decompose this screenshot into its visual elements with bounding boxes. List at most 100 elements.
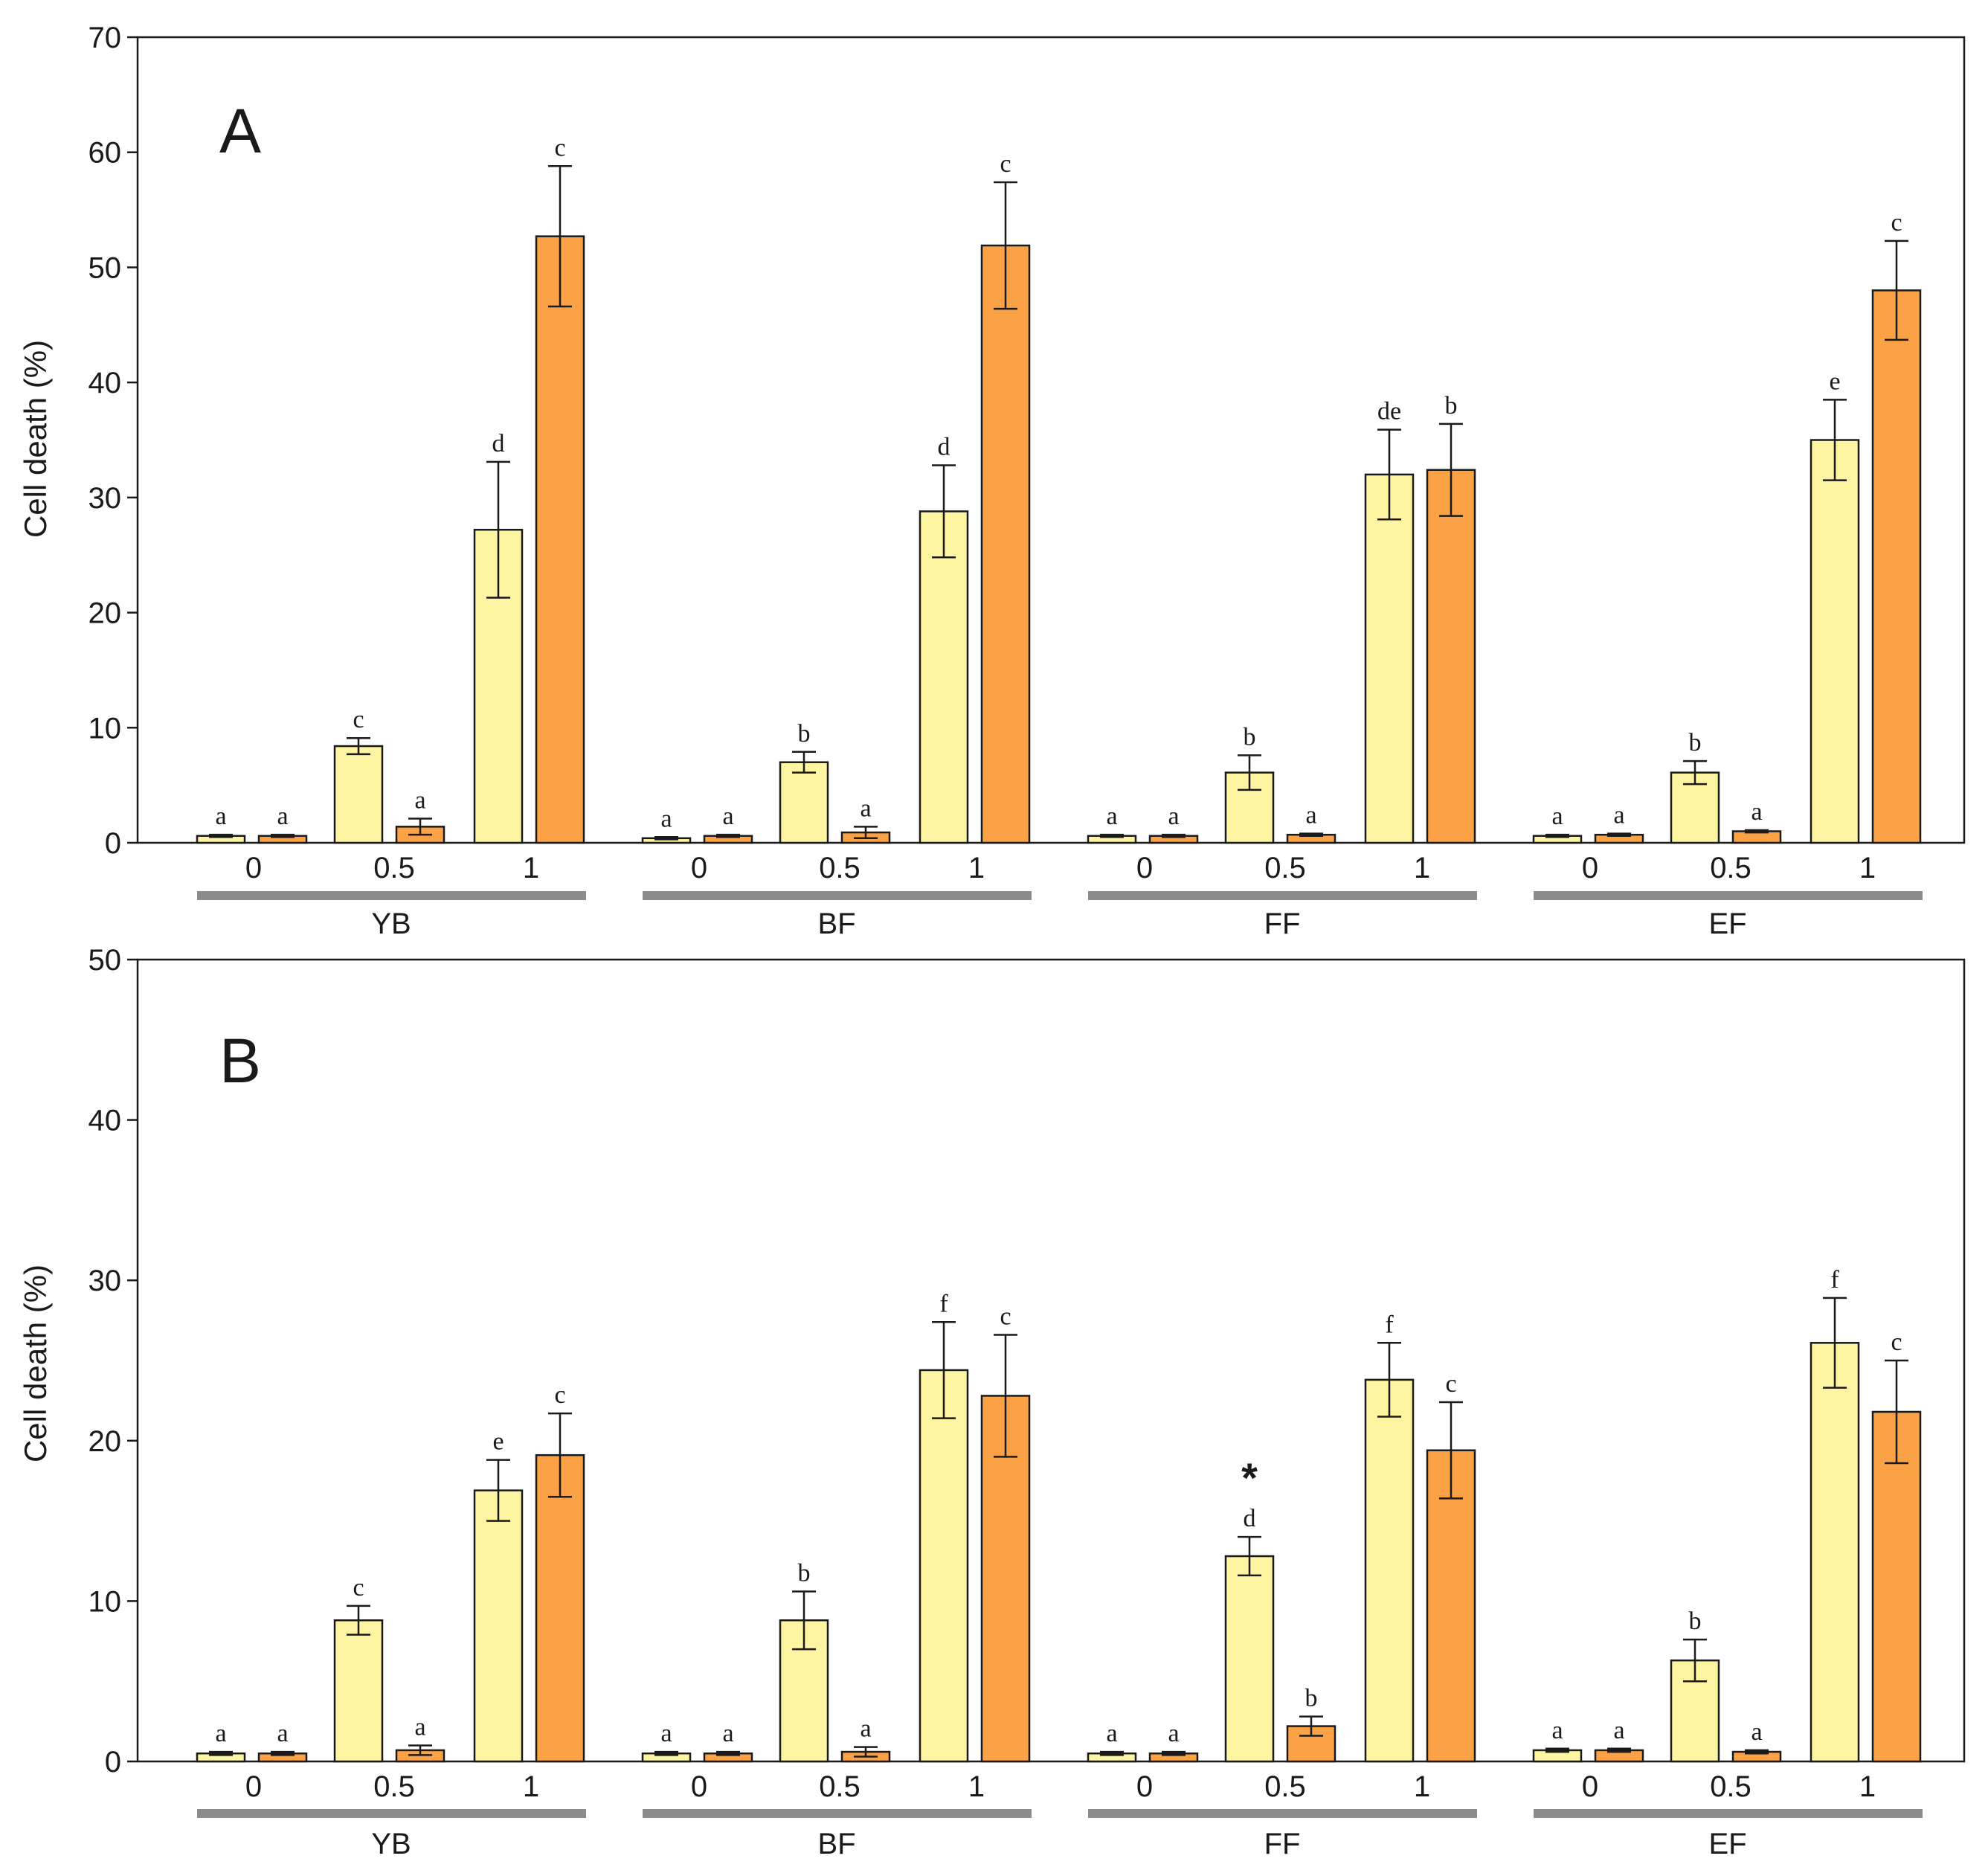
bar-ef-dose-2-s2 xyxy=(1871,1410,1922,1763)
significance-letter: b xyxy=(798,720,811,748)
significance-asterisk: * xyxy=(1241,1454,1258,1501)
significance-letter: a xyxy=(215,1720,226,1747)
dose-label: 0 xyxy=(1136,1770,1153,1803)
dose-label: 1 xyxy=(1414,852,1430,884)
y-tick-label: 10 xyxy=(89,712,122,745)
dose-label: 0.5 xyxy=(373,852,415,884)
significance-letter: a xyxy=(277,1720,288,1747)
dose-label: 0 xyxy=(691,1770,707,1803)
bar-ef-dose-2-s2 xyxy=(1871,289,1922,844)
group-bar xyxy=(197,1809,586,1818)
significance-letter: a xyxy=(1168,803,1179,830)
dose-label: 0.5 xyxy=(819,1770,860,1803)
significance-letter: a xyxy=(722,803,733,830)
plot-frame xyxy=(136,958,1966,1763)
significance-letter: a xyxy=(860,794,871,822)
y-tick-label: 50 xyxy=(89,251,122,284)
y-tick-label: 40 xyxy=(89,1105,122,1137)
significance-letter: a xyxy=(722,1720,733,1747)
dose-label: 0 xyxy=(691,852,707,884)
bar-ff-dose-1-s1 xyxy=(1224,1555,1275,1763)
significance-letter: f xyxy=(1385,1311,1394,1338)
significance-letter: a xyxy=(215,803,226,830)
significance-letter: d xyxy=(492,430,505,457)
group-label-ef: EF xyxy=(1708,1828,1746,1860)
significance-letter: a xyxy=(860,1715,871,1743)
significance-letter: a xyxy=(1551,803,1563,830)
dose-label: 0.5 xyxy=(1264,852,1306,884)
group-bar xyxy=(1088,891,1477,900)
y-tick-label: 10 xyxy=(89,1585,122,1618)
bar-yb-dose-2-s2 xyxy=(535,235,585,844)
bar-ff-dose-2-s2 xyxy=(1426,469,1476,844)
y-tick-label: 60 xyxy=(89,137,122,170)
bar-yb-dose-1-s1 xyxy=(333,1619,384,1763)
significance-letter: e xyxy=(1829,367,1840,395)
significance-letter: a xyxy=(1751,1718,1762,1746)
group-bar xyxy=(197,891,586,900)
significance-letter: b xyxy=(1445,392,1458,420)
group-label-ff: FF xyxy=(1264,1828,1301,1860)
bar-yb-dose-1-s1 xyxy=(333,745,384,844)
bar-bf-dose-1-s1 xyxy=(779,761,829,844)
dose-label: 1 xyxy=(1859,1770,1876,1803)
dose-label: 1 xyxy=(968,1770,985,1803)
bar-ff-dose-2-s1 xyxy=(1364,1378,1415,1763)
y-axis-title: Cell death (%) xyxy=(18,340,53,538)
significance-letter: d xyxy=(938,434,950,461)
significance-letter: c xyxy=(1000,150,1011,178)
bar-yb-dose-2-s1 xyxy=(473,1489,524,1763)
significance-letter: b xyxy=(1244,723,1256,751)
y-tick-label: 70 xyxy=(89,22,122,54)
dose-label: 0.5 xyxy=(373,1770,415,1803)
significance-letter: c xyxy=(1445,1370,1456,1398)
significance-letter: d xyxy=(1244,1505,1256,1532)
significance-letter: a xyxy=(1106,1720,1117,1747)
y-tick-label: 0 xyxy=(105,1746,121,1779)
bar-bf-dose-2-s2 xyxy=(980,244,1031,844)
significance-letter: b xyxy=(1305,1685,1318,1712)
y-tick-label: 50 xyxy=(89,944,122,977)
dose-label: 0 xyxy=(245,852,262,884)
dose-label: 0 xyxy=(1582,852,1598,884)
dose-label: 0 xyxy=(1582,1770,1598,1803)
panel-tag: A xyxy=(219,96,261,166)
group-label-yb: YB xyxy=(371,908,411,940)
significance-letter: b xyxy=(1689,729,1702,756)
significance-letter: a xyxy=(1106,803,1117,830)
group-label-bf: BF xyxy=(817,1828,855,1860)
significance-letter: a xyxy=(660,805,672,832)
plot-frame xyxy=(136,36,1966,844)
significance-letter: c xyxy=(1000,1303,1011,1331)
significance-letter: a xyxy=(1751,798,1762,826)
group-bar xyxy=(1534,1809,1923,1818)
bar-bf-dose-2-s1 xyxy=(919,510,969,844)
significance-letter: a xyxy=(660,1720,672,1747)
panel-tag: B xyxy=(219,1026,261,1096)
bar-bf-dose-2-s1 xyxy=(919,1369,969,1763)
y-axis-title: Cell death (%) xyxy=(18,1265,53,1462)
dose-label: 0.5 xyxy=(819,852,860,884)
y-tick-label: 30 xyxy=(89,1265,122,1297)
dose-label: 1 xyxy=(523,852,539,884)
y-tick-label: 20 xyxy=(89,1425,122,1458)
significance-letter: a xyxy=(414,787,425,815)
bar-bf-dose-1-s1 xyxy=(779,1619,829,1763)
bar-yb-dose-2-s2 xyxy=(535,1453,585,1763)
group-bar xyxy=(1088,1809,1477,1818)
y-tick-label: 0 xyxy=(105,827,121,860)
group-bar xyxy=(1534,891,1923,900)
bar-ff-dose-2-s2 xyxy=(1426,1449,1476,1763)
dose-label: 1 xyxy=(968,852,985,884)
significance-letter: f xyxy=(1830,1266,1839,1294)
group-label-bf: BF xyxy=(817,908,855,940)
significance-letter: a xyxy=(414,1713,425,1741)
group-label-yb: YB xyxy=(371,1828,411,1860)
significance-letter: a xyxy=(1551,1717,1563,1744)
group-label-ff: FF xyxy=(1264,908,1301,940)
dose-label: 0.5 xyxy=(1710,1770,1751,1803)
dose-label: 1 xyxy=(1414,1770,1430,1803)
